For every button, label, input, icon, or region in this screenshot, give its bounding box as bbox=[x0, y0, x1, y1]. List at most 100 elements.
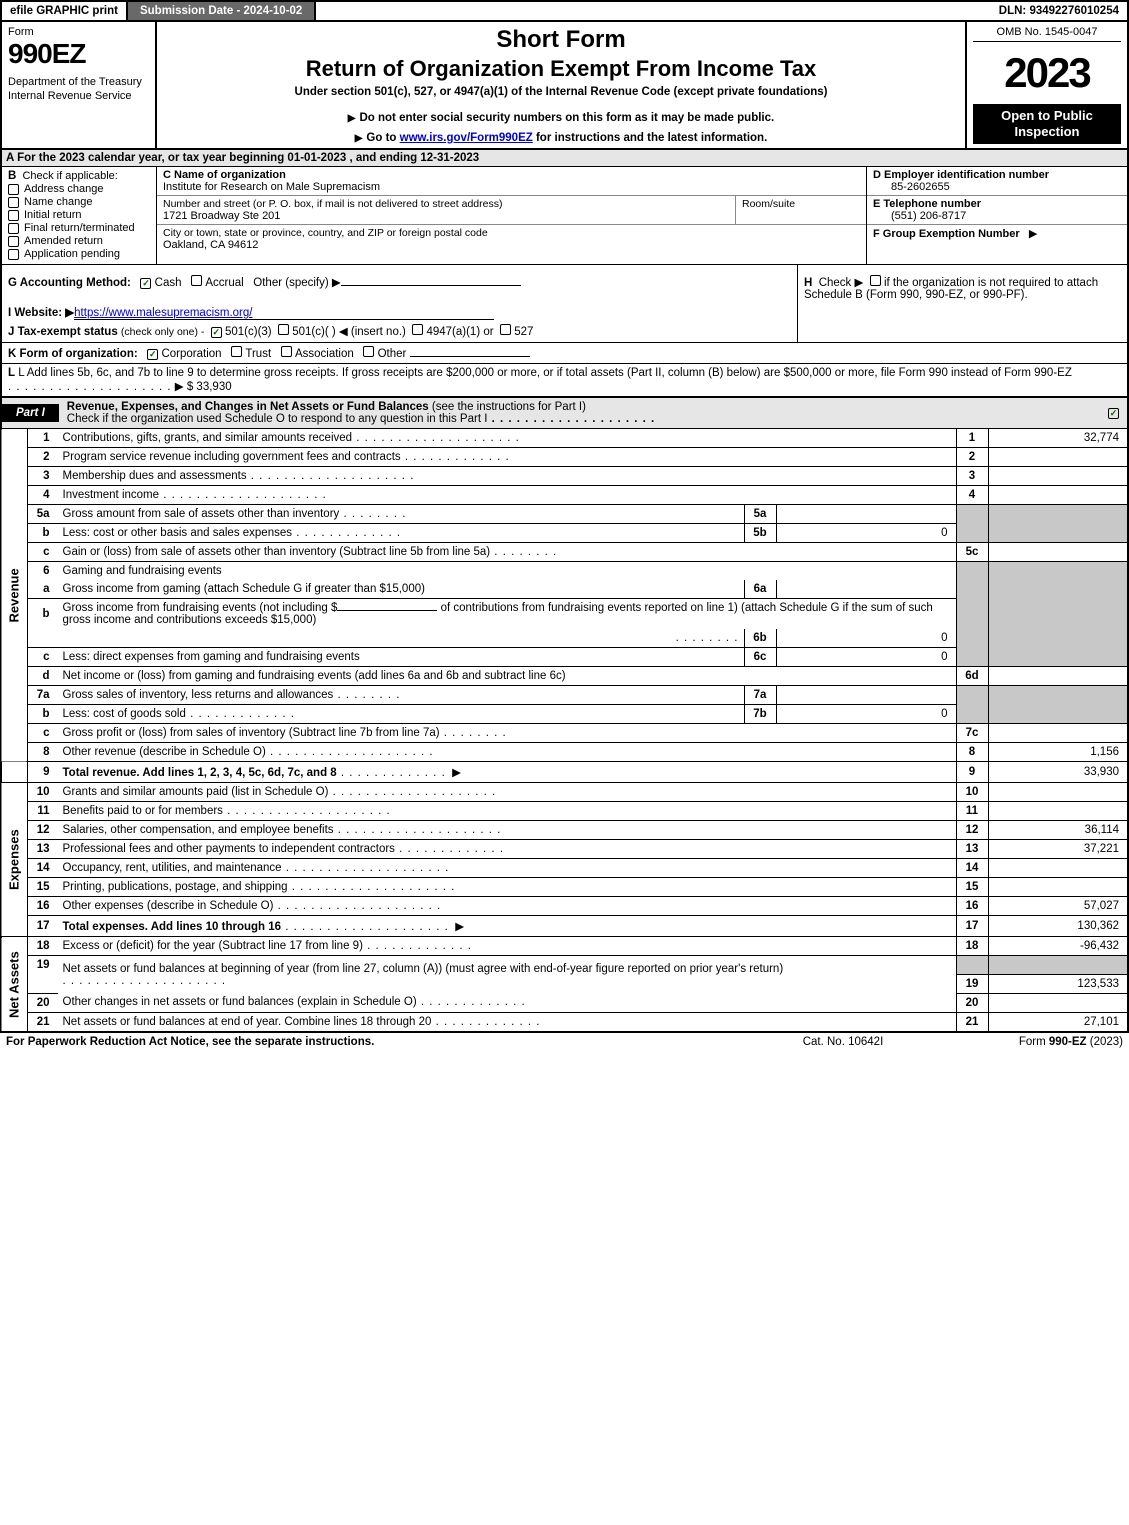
chk-name-change[interactable]: Name change bbox=[8, 196, 150, 208]
checkbox-icon[interactable] bbox=[870, 275, 881, 286]
group-exemption-label: F Group Exemption Number bbox=[873, 228, 1020, 240]
mid-val: 0 bbox=[776, 629, 956, 648]
mid-ref: 7a bbox=[744, 686, 776, 705]
h-check-label: Check ▶ bbox=[819, 277, 864, 289]
section-b: B Check if applicable: Address change Na… bbox=[2, 167, 157, 264]
line-num: 15 bbox=[28, 878, 58, 897]
checkbox-icon[interactable] bbox=[363, 346, 374, 357]
line-desc: Professional fees and other payments to … bbox=[58, 840, 957, 859]
checkbox-checked-icon[interactable] bbox=[140, 278, 151, 289]
grey-cell bbox=[956, 505, 988, 543]
k-other: Other bbox=[378, 348, 407, 360]
footer-right-form: 990-EZ bbox=[1049, 1036, 1087, 1048]
line-ref: 12 bbox=[956, 821, 988, 840]
line-num bbox=[28, 629, 58, 648]
grey-cell bbox=[988, 956, 1128, 975]
chk-amended-return[interactable]: Amended return bbox=[8, 235, 150, 247]
line-num: c bbox=[28, 543, 58, 562]
line-ref: 1 bbox=[956, 429, 988, 448]
line-ref: 6d bbox=[956, 667, 988, 686]
chk-label: Final return/terminated bbox=[24, 222, 135, 234]
grey-cell bbox=[956, 686, 988, 724]
checkbox-checked-icon[interactable] bbox=[211, 327, 222, 338]
checkbox-checked-icon[interactable] bbox=[1108, 408, 1119, 419]
table-row: 5a Gross amount from sale of assets othe… bbox=[1, 505, 1128, 524]
street-value: 1721 Broadway Ste 201 bbox=[163, 210, 729, 222]
k-corp: Corporation bbox=[161, 348, 221, 360]
table-row: 12 Salaries, other compensation, and emp… bbox=[1, 821, 1128, 840]
checkbox-icon bbox=[8, 223, 19, 234]
line-val bbox=[988, 486, 1128, 505]
section-def: D Employer identification number 85-2602… bbox=[867, 167, 1127, 264]
chk-application-pending[interactable]: Application pending bbox=[8, 248, 150, 260]
irs-link[interactable]: www.irs.gov/Form990EZ bbox=[400, 132, 533, 144]
line-val: 130,362 bbox=[988, 916, 1128, 937]
table-row: 4 Investment income 4 bbox=[1, 486, 1128, 505]
chk-label: Name change bbox=[24, 196, 93, 208]
line-val bbox=[988, 543, 1128, 562]
checkbox-icon[interactable] bbox=[412, 324, 423, 335]
line-desc: Benefits paid to or for members bbox=[58, 802, 957, 821]
k-other-input[interactable] bbox=[410, 356, 530, 357]
line-val bbox=[988, 448, 1128, 467]
fundraising-amt-input[interactable] bbox=[337, 610, 437, 611]
checkbox-icon[interactable] bbox=[231, 346, 242, 357]
j-501c: 501(c)( ) ◀ (insert no.) bbox=[292, 326, 406, 338]
g-other-input[interactable] bbox=[341, 285, 521, 286]
table-row: Revenue 1 Contributions, gifts, grants, … bbox=[1, 429, 1128, 448]
row-a-calendar-year: A For the 2023 calendar year, or tax yea… bbox=[0, 150, 1129, 167]
website-link[interactable]: https://www.malesupremacism.org/ bbox=[74, 307, 494, 320]
row-j: J Tax-exempt status (check only one) - 5… bbox=[8, 324, 791, 338]
line-desc: Net income or (loss) from gaming and fun… bbox=[58, 667, 957, 686]
top-bar: efile GRAPHIC print Submission Date - 20… bbox=[0, 0, 1129, 22]
table-row: 6 Gaming and fundraising events bbox=[1, 562, 1128, 581]
city-value: Oakland, CA 94612 bbox=[163, 239, 860, 251]
dept-label: Department of the Treasury Internal Reve… bbox=[8, 76, 149, 104]
checkbox-icon bbox=[8, 236, 19, 247]
line-ref: 7c bbox=[956, 724, 988, 743]
line-ref: 16 bbox=[956, 897, 988, 916]
table-row: Expenses 10 Grants and similar amounts p… bbox=[1, 783, 1128, 802]
chk-label: Amended return bbox=[24, 235, 103, 247]
line-num bbox=[28, 974, 58, 993]
footer-right-post: (2023) bbox=[1087, 1036, 1123, 1048]
footer-right: Form 990-EZ (2023) bbox=[943, 1036, 1123, 1048]
col-gij: G Accounting Method: Cash Accrual Other … bbox=[2, 265, 797, 342]
grey-cell bbox=[956, 562, 988, 667]
chk-address-change[interactable]: Address change bbox=[8, 183, 150, 195]
phone-row: E Telephone number (551) 206-8717 bbox=[867, 196, 1127, 225]
line-num: 10 bbox=[28, 783, 58, 802]
footer-center: Cat. No. 10642I bbox=[743, 1036, 943, 1048]
section-k: K Form of organization: Corporation Trus… bbox=[0, 343, 1129, 364]
chk-initial-return[interactable]: Initial return bbox=[8, 209, 150, 221]
part-i-tag: Part I bbox=[2, 404, 59, 422]
group-exemption-row: F Group Exemption Number ▶ bbox=[867, 225, 1127, 242]
line-num: 14 bbox=[28, 859, 58, 878]
line-desc: Net assets or fund balances at end of ye… bbox=[58, 1012, 957, 1032]
checkbox-icon[interactable] bbox=[278, 324, 289, 335]
line-desc: Gross profit or (loss) from sales of inv… bbox=[58, 724, 957, 743]
mid-val: 0 bbox=[776, 648, 956, 667]
line-num: d bbox=[28, 667, 58, 686]
table-row: 3 Membership dues and assessments 3 bbox=[1, 467, 1128, 486]
line-val: 1,156 bbox=[988, 743, 1128, 762]
g-cash: Cash bbox=[155, 277, 182, 289]
mid-val bbox=[776, 505, 956, 524]
checkbox-icon[interactable] bbox=[281, 346, 292, 357]
table-row: 8 Other revenue (describe in Schedule O)… bbox=[1, 743, 1128, 762]
k-assoc: Association bbox=[295, 348, 354, 360]
line-val: 123,533 bbox=[988, 974, 1128, 993]
org-name-value: Institute for Research on Male Supremaci… bbox=[163, 181, 860, 193]
checkbox-icon[interactable] bbox=[191, 275, 202, 286]
checkbox-checked-icon[interactable] bbox=[147, 349, 158, 360]
chk-final-return[interactable]: Final return/terminated bbox=[8, 222, 150, 234]
line-num: 16 bbox=[28, 897, 58, 916]
checkbox-icon[interactable] bbox=[500, 324, 511, 335]
arrow-icon: ▶ bbox=[1029, 228, 1037, 240]
line-num: 19 bbox=[28, 956, 58, 975]
part-i-table: Revenue 1 Contributions, gifts, grants, … bbox=[0, 429, 1129, 1033]
tax-year: 2023 bbox=[973, 42, 1121, 104]
line-val: -96,432 bbox=[988, 937, 1128, 956]
line-desc: Other changes in net assets or fund bala… bbox=[58, 993, 957, 1012]
k-trust: Trust bbox=[245, 348, 271, 360]
